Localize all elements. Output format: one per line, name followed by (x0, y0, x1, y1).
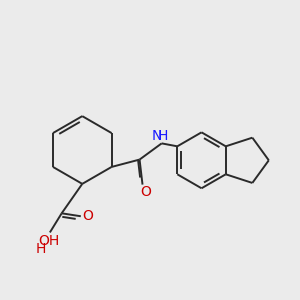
Text: N: N (151, 129, 161, 143)
Text: O: O (83, 209, 94, 223)
Text: O: O (140, 185, 151, 199)
Text: H: H (35, 242, 46, 256)
Text: H: H (158, 129, 168, 143)
Text: OH: OH (38, 234, 59, 248)
